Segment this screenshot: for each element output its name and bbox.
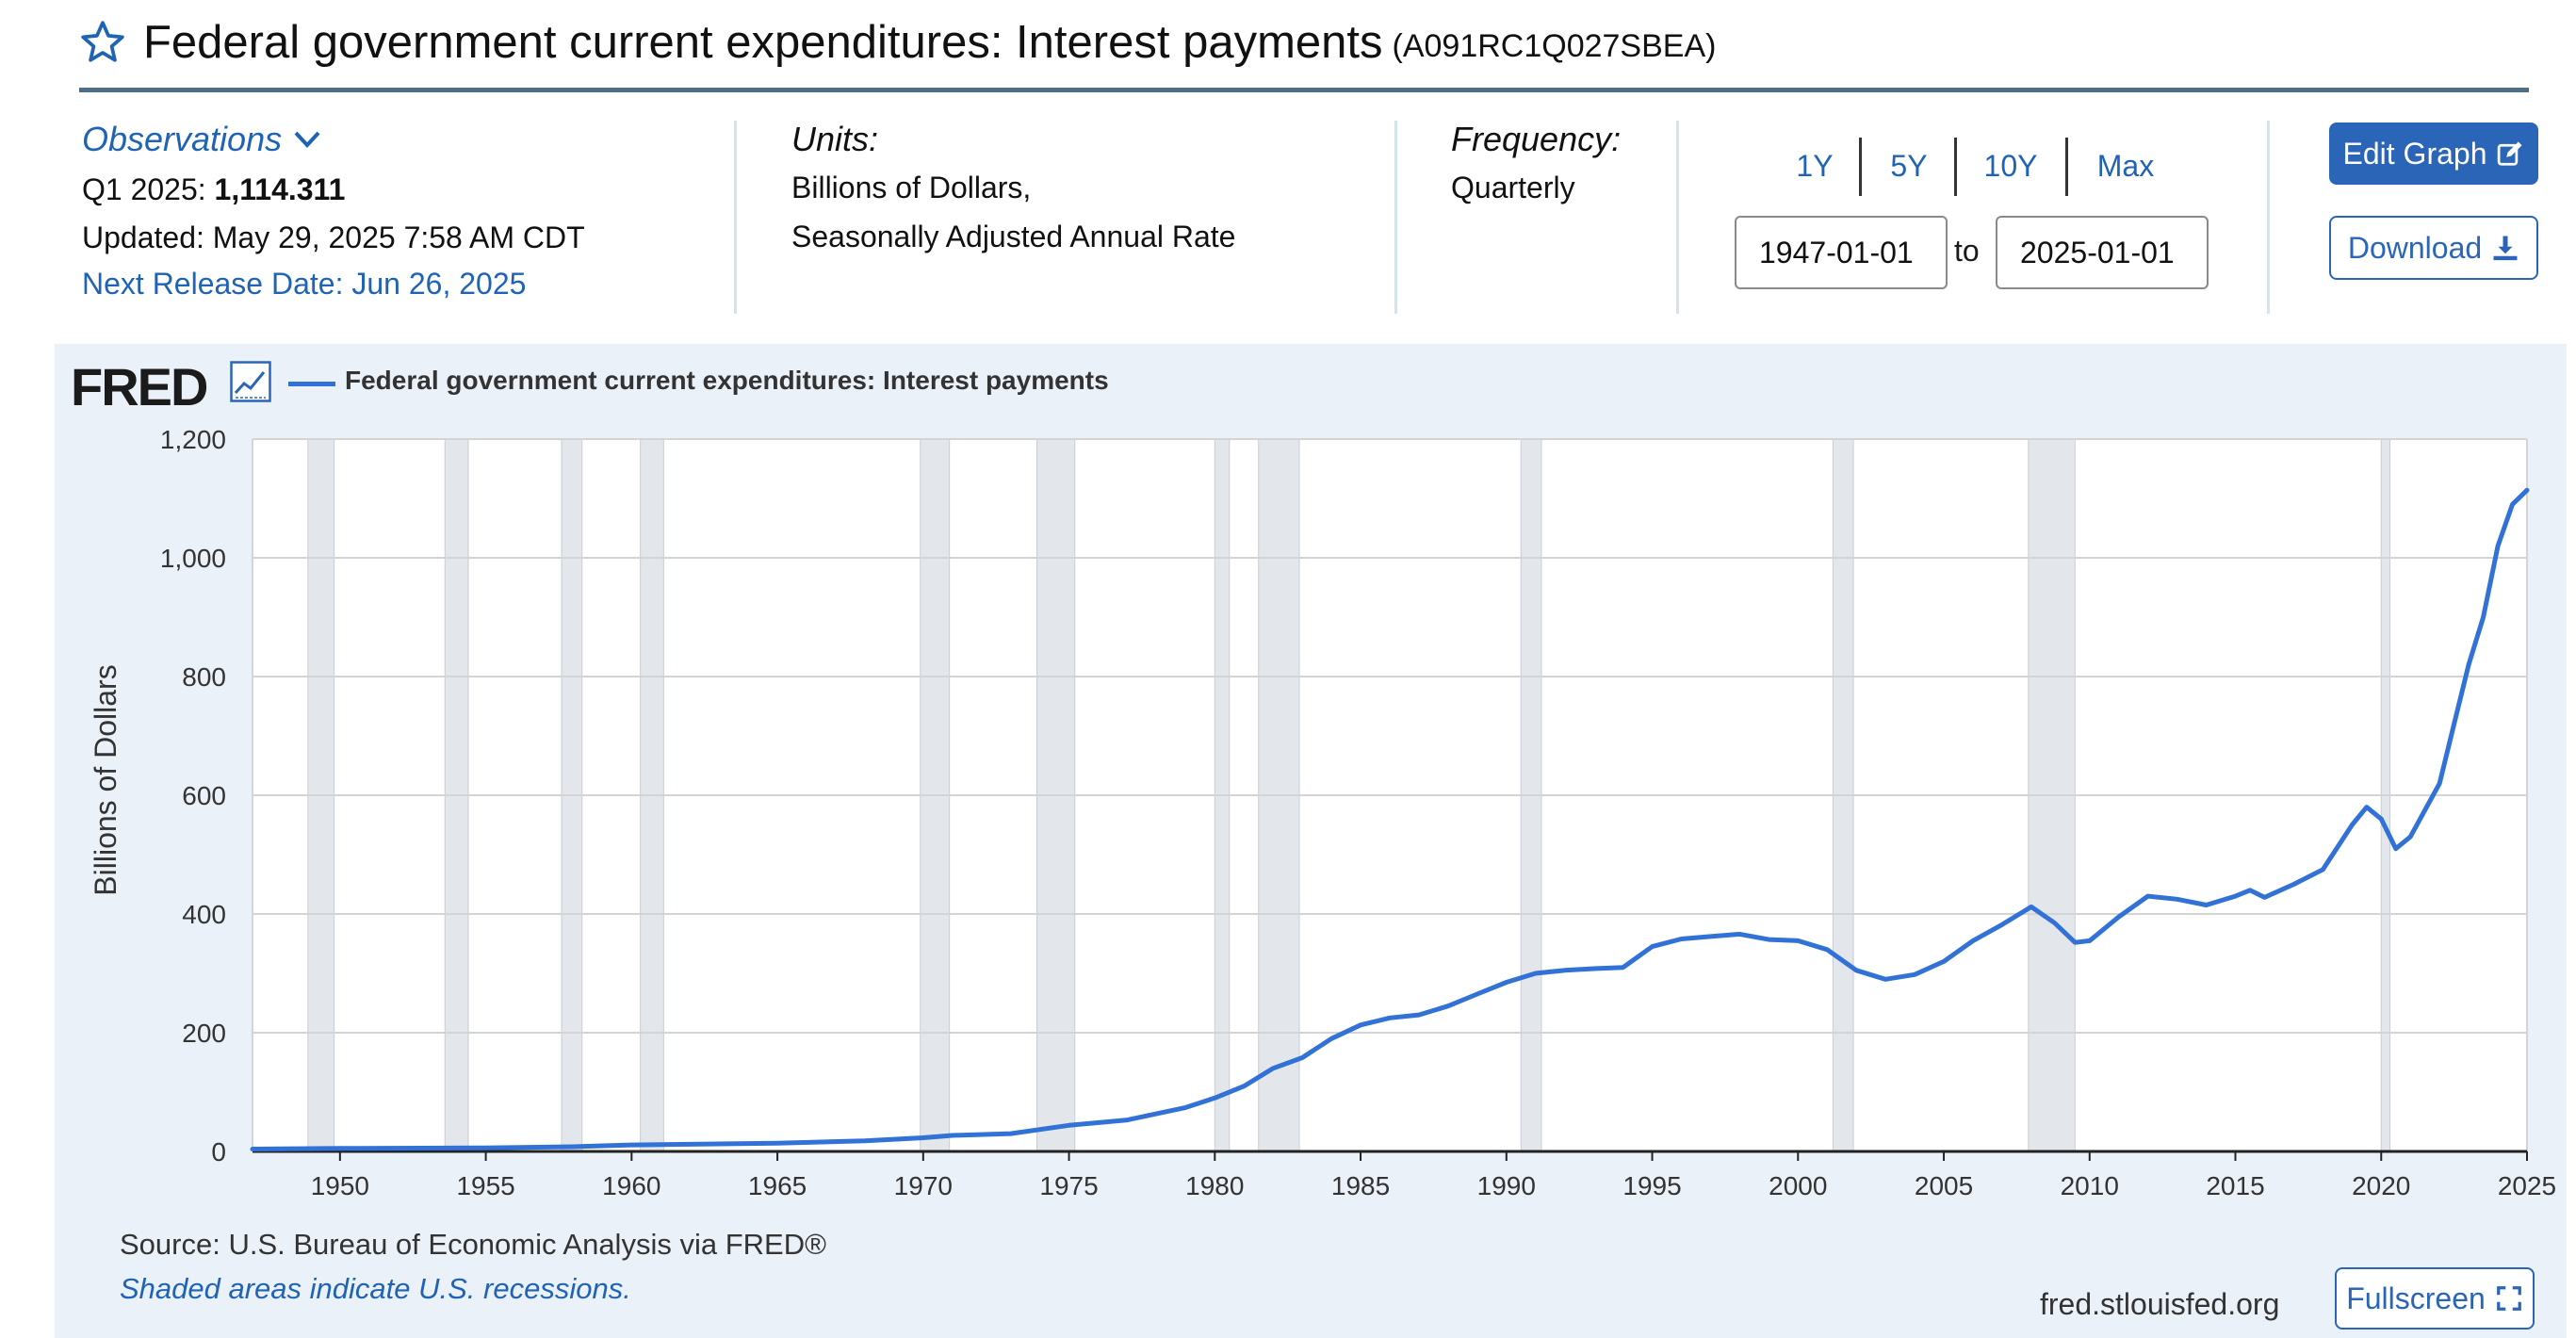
series-line: [250, 487, 2530, 1151]
x-tick-label: 1995: [1622, 1171, 1681, 1200]
edit-icon: [2498, 141, 2522, 166]
observations-label: Observations: [82, 120, 283, 158]
range-separator: [2065, 138, 2068, 196]
x-tick-label: 2015: [2206, 1171, 2264, 1200]
download-icon: [2493, 236, 2518, 261]
units-value-line2: Seasonally Adjusted Annual Rate: [791, 220, 1236, 253]
edit-graph-label: Edit Graph: [2342, 136, 2487, 171]
x-tick-label: 1985: [1331, 1171, 1390, 1200]
x-tick-label: 1950: [311, 1171, 369, 1200]
chart-trend-icon: [230, 361, 271, 402]
x-tick-label: 1955: [456, 1171, 514, 1200]
x-tick-label: 2005: [1915, 1171, 1973, 1200]
y-tick-label: 0: [211, 1137, 226, 1167]
fullscreen-icon: [2496, 1286, 2521, 1311]
fred-logo: FRED: [71, 357, 208, 416]
column-divider: [1676, 121, 1679, 314]
column-divider: [2267, 121, 2270, 314]
series-id: (A091RC1Q027SBEA): [1392, 27, 1717, 64]
fullscreen-button[interactable]: Fullscreen: [2335, 1267, 2535, 1330]
page-title: Federal government current expenditures:…: [143, 17, 1383, 68]
date-range-to-label: to: [1954, 234, 1980, 268]
edit-graph-button[interactable]: Edit Graph: [2329, 122, 2538, 185]
x-tick-label: 1990: [1477, 1171, 1536, 1200]
range-5y-button[interactable]: 5Y: [1890, 149, 1928, 183]
units-value-line1: Billions of Dollars,: [791, 171, 1032, 204]
updated-timestamp: Updated: May 29, 2025 7:58 AM CDT: [82, 220, 585, 254]
x-tick-label: 1965: [748, 1171, 807, 1200]
x-tick-label: 1970: [894, 1171, 953, 1200]
y-tick-label: 800: [182, 662, 226, 692]
range-separator: [1859, 138, 1862, 196]
y-tick-label: 400: [182, 900, 226, 929]
download-label: Download: [2347, 230, 2483, 265]
star-icon[interactable]: [79, 19, 126, 66]
range-1y-button[interactable]: 1Y: [1796, 149, 1834, 183]
legend-swatch: [288, 382, 335, 386]
y-tick-label: 600: [182, 781, 226, 810]
range-10y-button[interactable]: 10Y: [1983, 149, 2038, 183]
x-tick-label: 1980: [1185, 1171, 1244, 1200]
site-url: fred.stlouisfed.org: [2040, 1287, 2280, 1321]
x-tick-label: 2020: [2352, 1171, 2410, 1200]
frequency-value: Quarterly: [1451, 171, 1575, 204]
title-divider: [79, 88, 2529, 92]
title-row: Federal government current expenditures:…: [79, 13, 1716, 72]
y-tick-label: 1,200: [160, 425, 226, 454]
x-tick-label: 1975: [1039, 1171, 1098, 1200]
y-tick-label: 200: [182, 1019, 226, 1048]
x-tick-label: 2025: [2498, 1171, 2556, 1200]
latest-observation: Q1 2025: 1,114.311: [82, 172, 345, 207]
column-divider: [1394, 121, 1397, 314]
latest-observation-value: 1,114.311: [214, 172, 346, 206]
x-tick-label: 2000: [1769, 1171, 1827, 1200]
y-axis-label: Billions of Dollars: [89, 664, 122, 895]
observations-dropdown[interactable]: Observations: [82, 120, 321, 159]
start-date-input[interactable]: [1735, 216, 1948, 289]
end-date-input[interactable]: [1996, 216, 2209, 289]
units-label: Units:: [791, 120, 879, 158]
source-note: Source: U.S. Bureau of Economic Analysis…: [120, 1228, 826, 1261]
range-max-button[interactable]: Max: [2096, 149, 2155, 183]
next-release-link[interactable]: Next Release Date: Jun 26, 2025: [82, 267, 527, 301]
legend-label: Federal government current expenditures:…: [345, 366, 1109, 395]
chevron-down-icon: [294, 131, 320, 148]
column-divider: [734, 121, 737, 314]
download-button[interactable]: Download: [2329, 216, 2538, 280]
latest-observation-date: Q1 2025:: [82, 172, 206, 206]
frequency-label: Frequency:: [1451, 120, 1622, 158]
range-separator: [1954, 138, 1957, 196]
fullscreen-label: Fullscreen: [2346, 1281, 2486, 1315]
x-tick-label: 1960: [602, 1171, 660, 1200]
recession-note: Shaded areas indicate U.S. recessions.: [120, 1272, 631, 1305]
y-tick-label: 1,000: [160, 544, 226, 573]
x-tick-label: 2010: [2061, 1171, 2119, 1200]
